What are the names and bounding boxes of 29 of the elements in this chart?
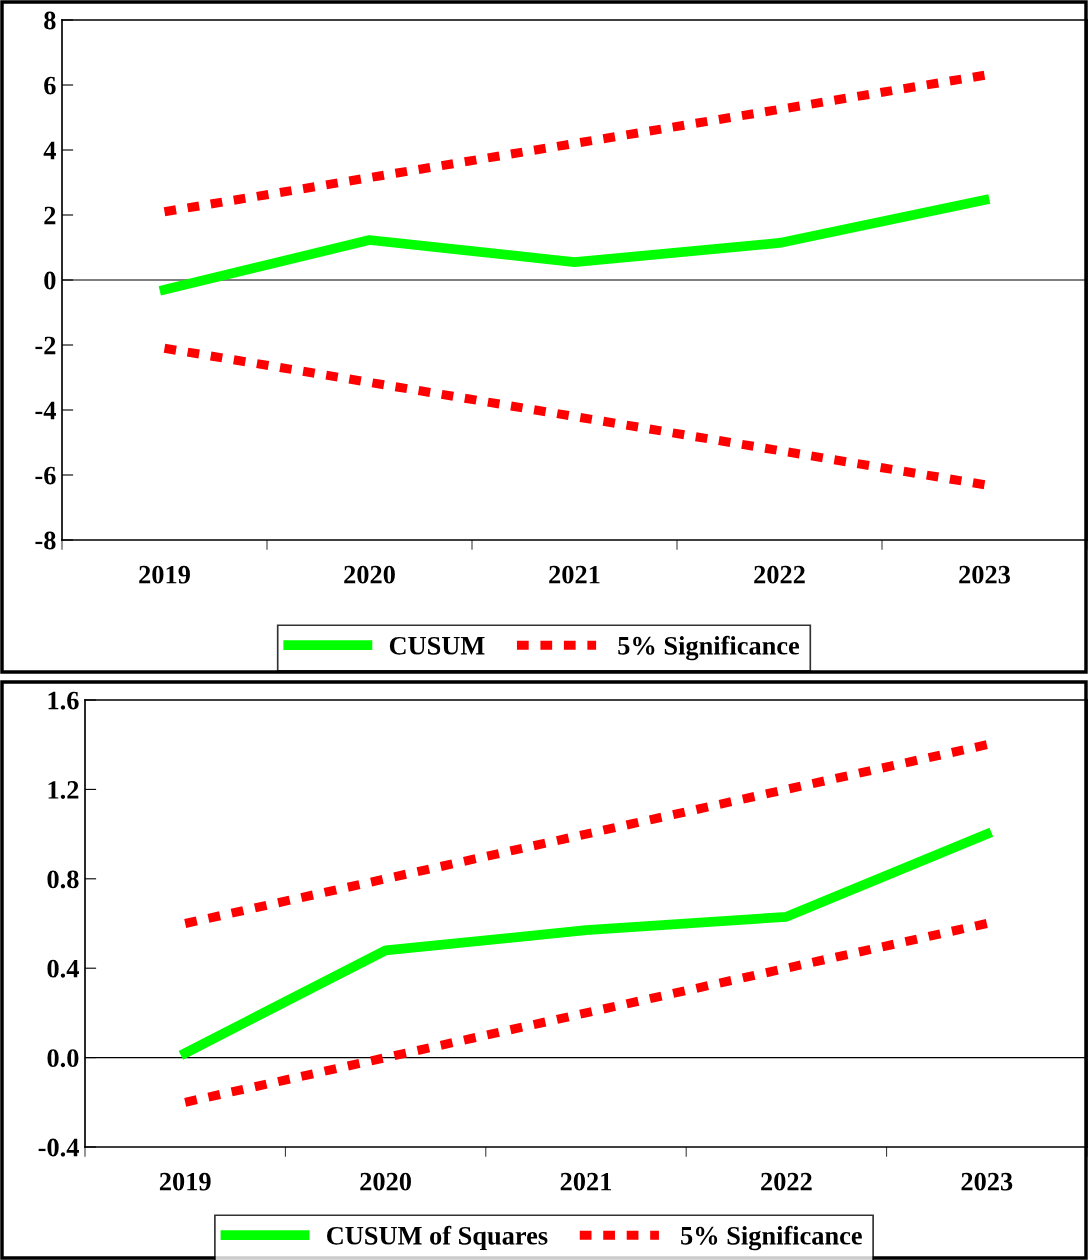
- x-tick-label: 2022: [754, 565, 805, 584]
- y-tick-label: -6: [35, 466, 56, 485]
- x-tick-label: 2020: [344, 565, 395, 584]
- y-tick-label: 0.0: [47, 1049, 79, 1068]
- legend-label: 5% Significance: [681, 1225, 862, 1251]
- x-tick-label: 2019: [139, 565, 190, 584]
- x-tick-label: 2021: [549, 565, 600, 584]
- y-tick-label: 2: [44, 206, 56, 225]
- y-tick-label: 0: [44, 271, 56, 290]
- y-tick-label: 0.8: [47, 870, 79, 889]
- y-tick-label: 1.2: [48, 781, 79, 799]
- x-tick-label: 2019: [159, 1172, 211, 1191]
- x-tick-label: 2020: [360, 1172, 411, 1191]
- y-tick-label: -2: [35, 336, 56, 355]
- y-tick-label: 8: [44, 11, 56, 30]
- y-tick-label: -8: [35, 531, 56, 550]
- legend-label: 5% Significance: [618, 635, 800, 661]
- x-tick-label: 2021: [560, 1172, 612, 1191]
- y-tick-label: -0.4: [38, 1138, 79, 1157]
- y-tick-label: -4: [35, 401, 56, 420]
- y-tick-label: 4: [43, 141, 56, 160]
- legend-label: CUSUM: [389, 636, 485, 655]
- x-tick-label: 2022: [761, 1172, 812, 1191]
- y-tick-label: 6: [44, 76, 56, 95]
- y-tick-label: 0.4: [47, 959, 79, 978]
- y-tick-label: 1.6: [48, 691, 79, 710]
- x-tick-label: 2023: [959, 565, 1010, 584]
- x-tick-label: 2023: [961, 1172, 1013, 1191]
- legend-label: CUSUM of Squares: [327, 1225, 548, 1250]
